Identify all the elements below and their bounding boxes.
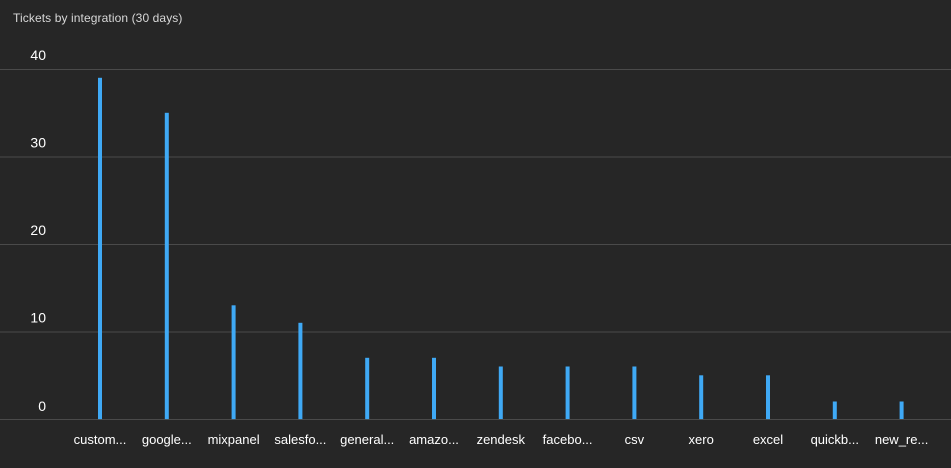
x-category-label: excel	[753, 432, 783, 447]
bar-7[interactable]	[565, 366, 570, 420]
x-axis-labels: custom... google... mixpanel salesfo... gene…	[74, 432, 929, 447]
x-category-label: salesfo...	[274, 432, 326, 447]
gridlines	[0, 69, 951, 420]
bar-11[interactable]	[832, 401, 837, 420]
x-category-label: new_re...	[875, 432, 928, 447]
x-category-label: csv	[625, 432, 645, 447]
x-category-label: custom...	[74, 432, 127, 447]
y-axis-ticks: 0 10 20 30 40	[30, 47, 46, 414]
bar-0[interactable]	[98, 77, 102, 420]
y-tick-label: 10	[30, 310, 46, 326]
bar-12[interactable]	[899, 401, 904, 420]
x-category-label: zendesk	[477, 432, 526, 447]
bar-1[interactable]	[164, 112, 169, 420]
bar-6[interactable]	[498, 366, 503, 420]
x-category-label: facebo...	[543, 432, 593, 447]
bars	[98, 77, 904, 420]
x-category-label: google...	[142, 432, 192, 447]
bar-3[interactable]	[298, 322, 303, 420]
bar-10[interactable]	[766, 375, 770, 420]
y-tick-label: 30	[30, 135, 46, 151]
bar-2[interactable]	[231, 305, 236, 420]
bar-8[interactable]	[632, 366, 637, 420]
bar-4[interactable]	[365, 357, 370, 420]
x-category-label: amazo...	[409, 432, 459, 447]
y-tick-label: 20	[30, 222, 46, 238]
x-category-label: xero	[689, 432, 714, 447]
x-category-label: general...	[340, 432, 394, 447]
chart-title: Tickets by integration (30 days)	[13, 11, 183, 25]
y-tick-label: 40	[30, 47, 46, 63]
bar-9[interactable]	[699, 375, 704, 420]
bar-5[interactable]	[432, 357, 436, 420]
y-tick-label: 0	[38, 398, 46, 414]
x-category-label: mixpanel	[208, 432, 260, 447]
x-category-label: quickb...	[811, 432, 859, 447]
